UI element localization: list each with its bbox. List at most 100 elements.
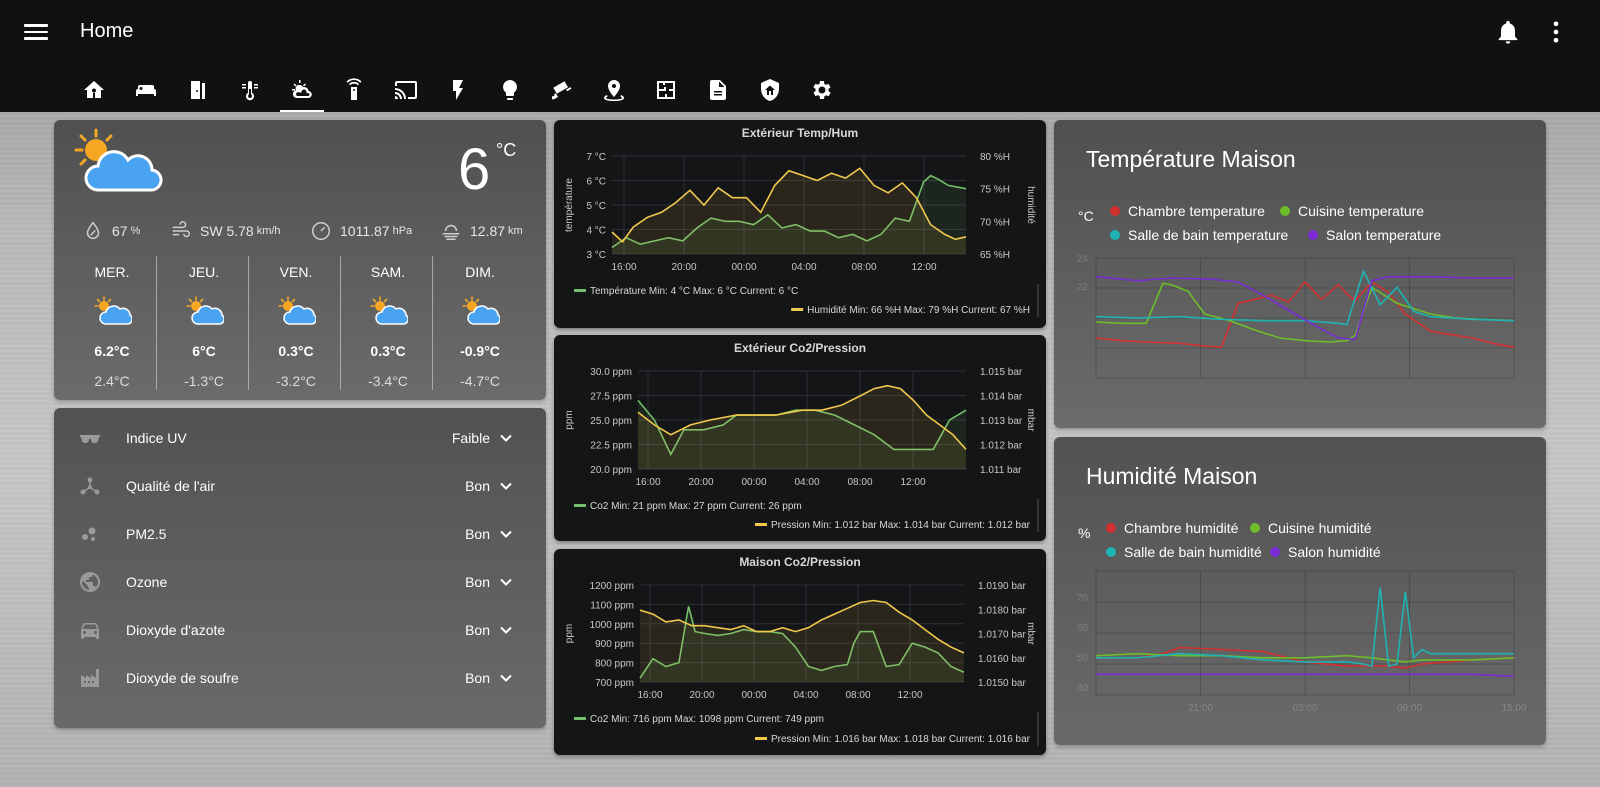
chevron-down-icon[interactable] xyxy=(496,668,516,688)
factory-icon xyxy=(81,669,99,687)
humidite-maison-card: Humidité Maison % Chambre humidité Cuisin… xyxy=(1054,437,1546,745)
y-tick-label: 22.5 ppm xyxy=(590,441,632,452)
forecast-day: MER. 6.2°C 2.4°C xyxy=(66,256,158,390)
air-quality-value: Bon xyxy=(465,526,490,542)
floor-plan-icon xyxy=(657,81,675,99)
tab-weather[interactable] xyxy=(276,68,328,112)
chart-title: Maison Co2/Pression xyxy=(739,555,861,569)
chart-humidite-maison[interactable]: 70 60 50 40 21:00 03:00 09:00 15:00 xyxy=(1054,437,1546,745)
series-line xyxy=(1095,282,1515,343)
y-axis-label: température xyxy=(564,178,575,232)
menu-icon[interactable] xyxy=(22,20,50,44)
air-quality-label: PM2.5 xyxy=(126,526,167,542)
legend-swatch xyxy=(791,308,804,311)
water-percent-icon xyxy=(86,221,100,239)
series-line xyxy=(639,599,965,654)
tab-cast[interactable] xyxy=(380,68,432,112)
air-quality-row[interactable]: Dioxyde de soufre Bon xyxy=(70,663,520,693)
legend-item[interactable]: Salon humidité xyxy=(1270,544,1381,560)
forecast-high: 0.3°C xyxy=(278,343,314,359)
chart-maison-co2-pression[interactable]: 1200 ppm 1100 ppm 1000 ppm 900 ppm 800 ppm 70… xyxy=(554,549,1046,755)
humidity-attr: 67% xyxy=(82,220,140,242)
tab-doors[interactable] xyxy=(172,68,224,112)
legend-dot xyxy=(1308,230,1318,241)
tab-security[interactable] xyxy=(744,68,796,112)
chevron-down-icon[interactable] xyxy=(496,428,516,448)
tab-cameras[interactable] xyxy=(536,68,588,112)
cog-icon xyxy=(813,81,831,99)
bell-icon[interactable] xyxy=(1494,18,1522,46)
legend-dot xyxy=(1280,206,1290,217)
series-line xyxy=(637,399,967,457)
chart-ext-co2-pression[interactable]: 30.0 ppm 27.5 ppm 25.0 ppm 22.5 ppm 20.0 ppm… xyxy=(554,335,1046,541)
y-tick-label: 60 xyxy=(1077,623,1089,634)
tab-location[interactable] xyxy=(588,68,640,112)
weather-partly-cloudy-icon xyxy=(186,296,225,325)
air-quality-value: Faible xyxy=(451,430,490,446)
legend-item[interactable]: Cuisine temperature xyxy=(1280,203,1424,219)
air-quality-label: Qualité de l'air xyxy=(126,478,216,494)
series-area xyxy=(640,606,964,682)
legend-item[interactable]: Salon temperature xyxy=(1308,227,1441,243)
more-vert-icon[interactable] xyxy=(1542,18,1570,46)
chevron-down-icon[interactable] xyxy=(496,476,516,496)
x-tick-label: 04:00 xyxy=(791,262,816,273)
map-marker-icon xyxy=(604,80,624,101)
air-quality-row[interactable]: Qualité de l'air Bon xyxy=(70,471,520,501)
legend-item[interactable]: Chambre humidité xyxy=(1106,520,1238,536)
legend-swatch xyxy=(754,523,767,526)
legend-label: Pression Min: 1.012 bar Max: 1.014 bar C… xyxy=(771,520,1031,531)
tab-home[interactable] xyxy=(68,68,120,112)
legend-dot xyxy=(1270,547,1280,558)
visibility-attr: 12.87 km xyxy=(440,220,523,242)
door-icon xyxy=(191,81,205,99)
legend-item[interactable]: Chambre temperature xyxy=(1110,203,1265,219)
legend-swatch xyxy=(754,737,767,740)
forecast-high: 6.2°C xyxy=(94,343,130,359)
x-tick-label: 15:00 xyxy=(1501,703,1526,714)
pressure-value: 1011.87 xyxy=(340,223,390,239)
x-tick-label: 04:00 xyxy=(794,477,819,488)
air-quality-row[interactable]: Ozone Bon xyxy=(70,567,520,597)
chart-card-maison-co2-pression: Maison Co2/Pression 1200 ppm 1100 ppm 1000… xyxy=(554,549,1046,755)
chart-title: Extérieur Temp/Hum xyxy=(741,126,859,140)
chevron-down-icon[interactable] xyxy=(496,620,516,640)
air-quality-card xyxy=(54,408,546,728)
tab-temperature[interactable] xyxy=(224,68,276,112)
air-quality-row[interactable]: PM2.5 Bon xyxy=(70,519,520,549)
tab-bar xyxy=(68,68,848,112)
chart-card-ext-co2-pression: Extérieur Co2/Pression 30.0 ppm 27.5 ppm 2… xyxy=(554,335,1046,541)
forecast-day: JEU. 6°C -1.3°C xyxy=(158,256,250,390)
chart-ext-temp-hum[interactable]: 7 °C 6 °C 5 °C 4 °C 3 °C 80 %H 75 %H 70 %H 65 %H… xyxy=(554,120,1046,328)
air-quality-row[interactable]: Indice UV Faible xyxy=(70,423,520,453)
tab-energy[interactable] xyxy=(432,68,484,112)
weather-partly-cloudy-icon xyxy=(278,296,317,325)
remote-icon xyxy=(346,78,362,100)
tab-remote[interactable] xyxy=(328,68,380,112)
y-unit-label: % xyxy=(1078,525,1091,541)
legend-item[interactable]: Cuisine humidité xyxy=(1250,520,1372,536)
air-quality-row[interactable]: Dioxyde d'azote Bon xyxy=(70,615,520,645)
legend-item[interactable]: Salle de bain humidité xyxy=(1106,544,1262,560)
y2-tick-label: 1.012 bar xyxy=(980,441,1023,452)
card-title: Température Maison xyxy=(1086,146,1296,172)
chevron-down-icon[interactable] xyxy=(496,524,516,544)
current-temperature: 6 xyxy=(458,137,491,202)
tab-logbook[interactable] xyxy=(692,68,744,112)
tab-floorplan[interactable] xyxy=(640,68,692,112)
y-axis-label: ppm xyxy=(564,410,575,429)
tab-living[interactable] xyxy=(120,68,172,112)
y-tick-label: 6 °C xyxy=(586,177,606,188)
air-quality-value: Bon xyxy=(465,478,490,494)
forecast-low: -1.3°C xyxy=(184,373,224,389)
temperature-maison-card: Température Maison °C Chambre temperatur… xyxy=(1054,120,1546,428)
chevron-down-icon[interactable] xyxy=(496,572,516,592)
tab-lights[interactable] xyxy=(484,68,536,112)
legend-label: Cuisine temperature xyxy=(1298,203,1425,219)
legend-item[interactable]: Salle de bain temperature xyxy=(1110,227,1288,243)
earth-icon xyxy=(80,572,100,592)
car-icon xyxy=(81,623,99,639)
y-tick-label: 70 xyxy=(1077,593,1089,604)
chart-temperature-maison[interactable]: 24 22 xyxy=(1054,120,1546,428)
tab-settings[interactable] xyxy=(796,68,848,112)
